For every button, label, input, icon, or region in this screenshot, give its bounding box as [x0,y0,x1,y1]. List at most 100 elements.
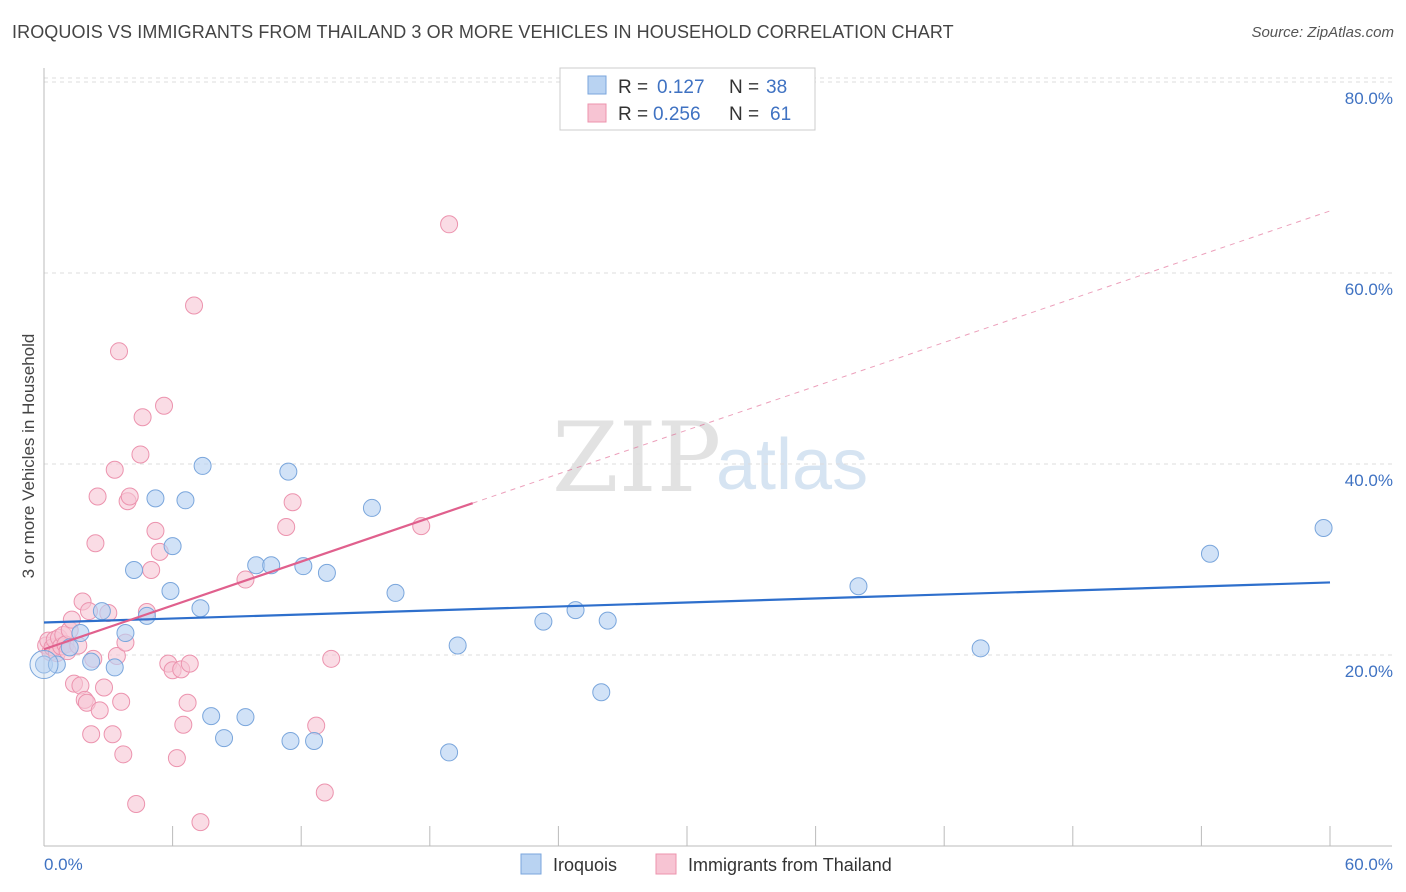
y-tick-label-40: 40.0% [1345,471,1393,490]
trendline-thailand-extended [472,210,1331,504]
point-thailand-12 [62,610,81,629]
point-iroquois-28 [440,743,459,762]
bottom-legend-swatch-thailand [655,853,677,875]
point-thailand-28 [105,460,124,479]
point-thailand-50 [180,654,199,673]
point-thailand-25 [95,678,114,697]
trendline-thailand [43,502,474,651]
point-iroquois-26 [362,498,381,517]
point-iroquois-35 [971,639,990,658]
point-iroquois-6 [105,658,124,677]
y-axis-title: 3 or more Vehicles in Household [19,334,38,579]
point-iroquois-29 [448,636,467,655]
point-thailand-51 [185,296,204,315]
watermark: ZIP atlas [552,402,868,514]
point-thailand-56 [307,716,326,735]
point-iroquois-7 [116,624,135,643]
series-legend: Iroquois Immigrants from Thailand [520,853,892,875]
point-thailand-23 [88,487,107,506]
point-thailand-36 [127,794,146,813]
point-iroquois-37 [1314,518,1333,537]
watermark-atlas: atlas [716,425,868,505]
point-iroquois-33 [598,611,617,630]
point-iroquois-1 [47,655,66,674]
bottom-legend-swatch-iroquois [520,853,542,875]
point-iroquois-25 [317,563,336,582]
point-iroquois-30 [534,612,553,631]
point-thailand-49 [178,693,197,712]
point-iroquois-5 [92,602,111,621]
legend-n-value-iroquois: 38 [766,77,787,98]
point-iroquois-16 [202,707,221,726]
point-thailand-41 [146,521,165,540]
trend-lines [43,210,1331,651]
point-iroquois-36 [1200,544,1219,563]
y-tick-label-60: 60.0% [1345,280,1393,299]
point-thailand-48 [174,715,193,734]
legend-n-value-thailand: 61 [770,104,791,125]
point-thailand-30 [110,342,129,361]
point-thailand-52 [191,813,210,832]
point-iroquois-12 [163,537,182,556]
point-thailand-60 [440,215,459,234]
point-thailand-57 [315,783,334,802]
point-iroquois-31 [566,601,585,620]
point-thailand-43 [155,396,174,415]
stats-legend: R = 0.127 N = 38 R = 0.256 N = 61 [559,67,816,131]
point-thailand-46 [167,749,186,768]
point-iroquois-8 [125,561,144,580]
point-thailand-55 [283,493,302,512]
point-thailand-20 [82,725,101,744]
point-thailand-37 [131,445,150,464]
point-thailand-27 [103,725,122,744]
point-thailand-32 [114,745,133,764]
x-axis-ticks [43,826,1331,846]
y-tick-label-20: 20.0% [1345,662,1393,681]
point-thailand-40 [142,561,161,580]
legend-r-label-thailand: R = [618,104,648,125]
legend-swatch-thailand [587,103,607,123]
y-tick-label-80: 80.0% [1345,89,1393,108]
point-iroquois-17 [215,729,234,748]
point-thailand-24 [90,701,109,720]
point-iroquois-cluster [29,650,59,680]
legend-r-value-thailand: 0.256 [653,104,701,125]
point-iroquois-10 [146,489,165,508]
legend-r-label-iroquois: R = [618,77,648,98]
bottom-legend-label-thailand: Immigrants from Thailand [688,855,892,875]
source-label: Source: ZipAtlas.com [1251,24,1394,41]
legend-n-label-thailand: N = [729,104,759,125]
point-iroquois-27 [386,583,405,602]
point-thailand-58 [322,649,341,668]
point-iroquois-11 [161,582,180,601]
legend-r-value-iroquois: 0.127 [657,77,705,98]
chart-title: IROQUOIS VS IMMIGRANTS FROM THAILAND 3 O… [12,22,954,42]
x-tick-label-max: 60.0% [1345,855,1393,874]
point-iroquois-19 [247,556,266,575]
series-iroquois-points [29,456,1333,762]
series-thailand-points [37,215,459,832]
point-thailand-22 [86,534,105,553]
point-iroquois-14 [191,599,210,618]
x-tick-label-min: 0.0% [44,855,83,874]
grid [44,77,1392,656]
watermark-zip: ZIP [552,402,721,514]
bottom-legend-label-iroquois: Iroquois [553,855,617,875]
point-iroquois-21 [279,462,298,481]
point-iroquois-34 [849,577,868,596]
point-iroquois-4 [82,652,101,671]
legend-swatch-iroquois [587,75,607,95]
point-thailand-35 [120,487,139,506]
point-iroquois-18 [236,708,255,727]
point-thailand-54 [277,518,296,537]
point-iroquois-32 [592,683,611,702]
point-thailand-38 [133,408,152,427]
point-thailand-31 [112,692,131,711]
trendline-iroquois [43,581,1331,624]
point-iroquois-15 [193,456,212,475]
point-iroquois-22 [281,731,300,750]
point-iroquois-24 [305,731,324,750]
legend-n-label-iroquois: N = [729,77,759,98]
point-iroquois-13 [176,491,195,510]
